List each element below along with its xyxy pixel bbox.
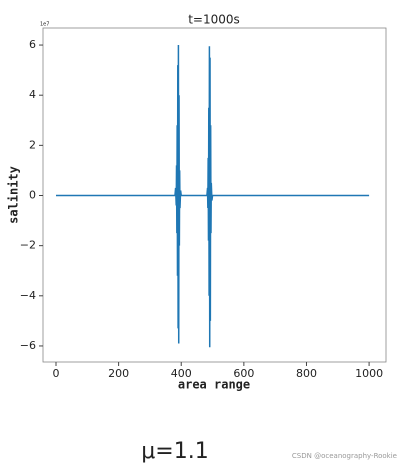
x-tick-label: 200 [108, 367, 129, 380]
x-tick-label: 400 [171, 367, 192, 380]
y-tick-label: −2 [20, 239, 36, 252]
x-tick-label: 0 [52, 367, 59, 380]
x-tick-label: 600 [233, 367, 254, 380]
caption: μ=1.1 [141, 439, 208, 464]
y-tick-label: −6 [20, 339, 36, 352]
offset-label: 1e7 [40, 22, 49, 28]
y-tick-label: 0 [29, 189, 36, 202]
series-line [55, 45, 370, 348]
y-tick-label: 6 [29, 38, 36, 51]
x-tick-label: 800 [296, 367, 317, 380]
y-tick-label: −4 [20, 289, 36, 302]
y-tick-label: 4 [29, 88, 36, 101]
y-tick-label: 2 [29, 138, 36, 151]
plot-frame [42, 27, 387, 363]
y-axis-label: salinity [7, 166, 21, 224]
watermark: CSDN @oceanography-Rookie [292, 452, 397, 460]
x-axis-label: area range [178, 378, 250, 392]
x-tick-label: 1000 [355, 367, 383, 380]
chart-title: t=1000s [188, 13, 240, 27]
